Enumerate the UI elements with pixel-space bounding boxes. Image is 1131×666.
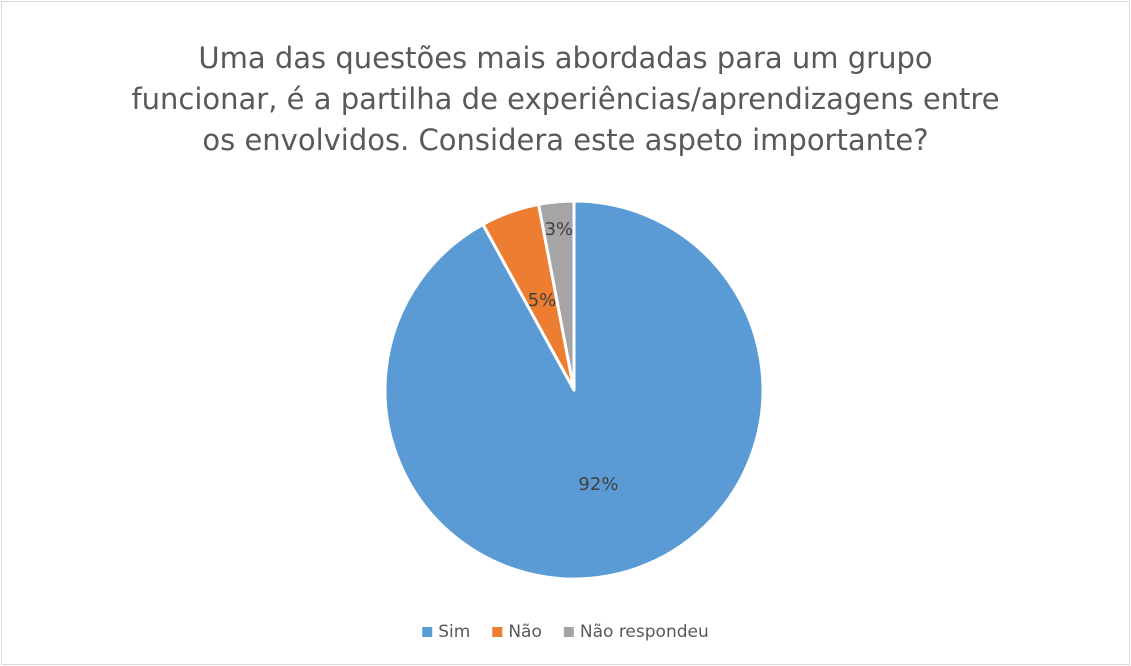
data-label: 92% (578, 474, 618, 495)
chart-title: Uma das questões mais abordadas para um … (131, 41, 1000, 157)
legend-label: Não (508, 622, 542, 642)
legend-swatch (563, 627, 574, 637)
data-label: 3% (545, 219, 574, 240)
legend-swatch (422, 627, 433, 637)
pie-slice (537, 199, 576, 392)
data-label: 5% (528, 290, 557, 311)
legend-label: Não respondeu (580, 622, 709, 642)
legend-label: Sim (438, 622, 470, 642)
legend-swatch (492, 627, 503, 637)
